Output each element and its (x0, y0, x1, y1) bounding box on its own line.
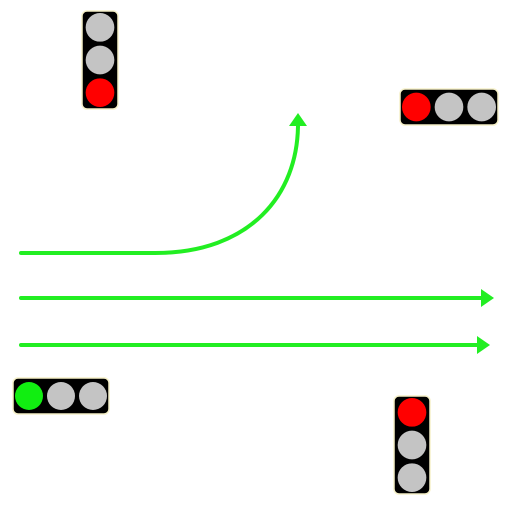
arrow-shaft (19, 122, 300, 255)
lamp-off (397, 430, 427, 460)
lamp-red (402, 92, 431, 122)
traffic-light-west (12, 377, 110, 415)
lamp-off (85, 13, 115, 42)
lamp-green (15, 382, 43, 410)
arrow-left-turn (19, 113, 307, 255)
lamp-red (397, 398, 427, 427)
lamp-off (434, 92, 464, 122)
arrow-head (289, 113, 307, 126)
traffic-light-east (399, 88, 499, 126)
lamp-off (397, 463, 427, 492)
arrow-straight-lower (19, 336, 490, 354)
traffic-light-south (393, 395, 431, 495)
traffic-light-north (81, 10, 119, 110)
arrow-straight-upper (19, 289, 494, 307)
arrow-head (477, 336, 490, 354)
lamp-red (85, 78, 115, 107)
lamp-off (467, 92, 496, 122)
lamp-off (79, 382, 107, 410)
arrow-head (481, 289, 494, 307)
lamp-off (85, 45, 115, 75)
lamp-off (47, 382, 75, 410)
